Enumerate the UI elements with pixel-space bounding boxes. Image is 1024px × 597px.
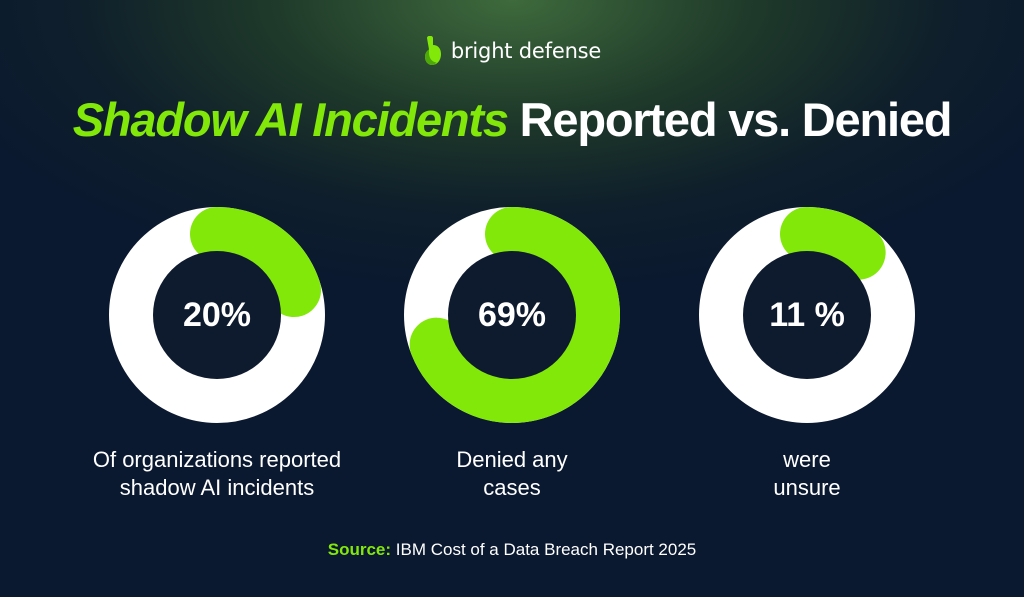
donut-slice-reported [109,207,325,423]
source-label: Source: [327,540,392,559]
donut-value-label-unsure: 11 % [769,296,845,334]
donut-value-label-reported: 20% [183,296,251,334]
source-note: Source: IBM Cost of a Data Breach Report… [0,540,1024,560]
donut-caption-reported: Of organizations reported shadow AI inci… [92,447,342,500]
brand-logo: bright defense [0,36,1024,66]
donut-hole-unsure [743,251,871,379]
donut-value-label-denied: 69% [478,296,546,334]
title-highlight: Shadow AI Incidents [72,93,509,146]
donut-hole-denied [448,251,576,379]
page-title: Shadow AI Incidents Reported vs. Denied [0,92,1024,147]
donut-caption-denied: Denied any cases [456,447,568,500]
brand-name: bright defense [450,39,602,63]
donut-hole-reported [153,251,281,379]
bright-defense-logo-icon [424,36,441,65]
donut-caption-unsure: were unsure [773,447,841,500]
source-text: IBM Cost of a Data Breach Report 2025 [395,540,697,559]
donut-slice-denied [404,207,620,423]
donut-slice-unsure [699,207,915,423]
title-rest: Reported vs. Denied [519,93,953,146]
